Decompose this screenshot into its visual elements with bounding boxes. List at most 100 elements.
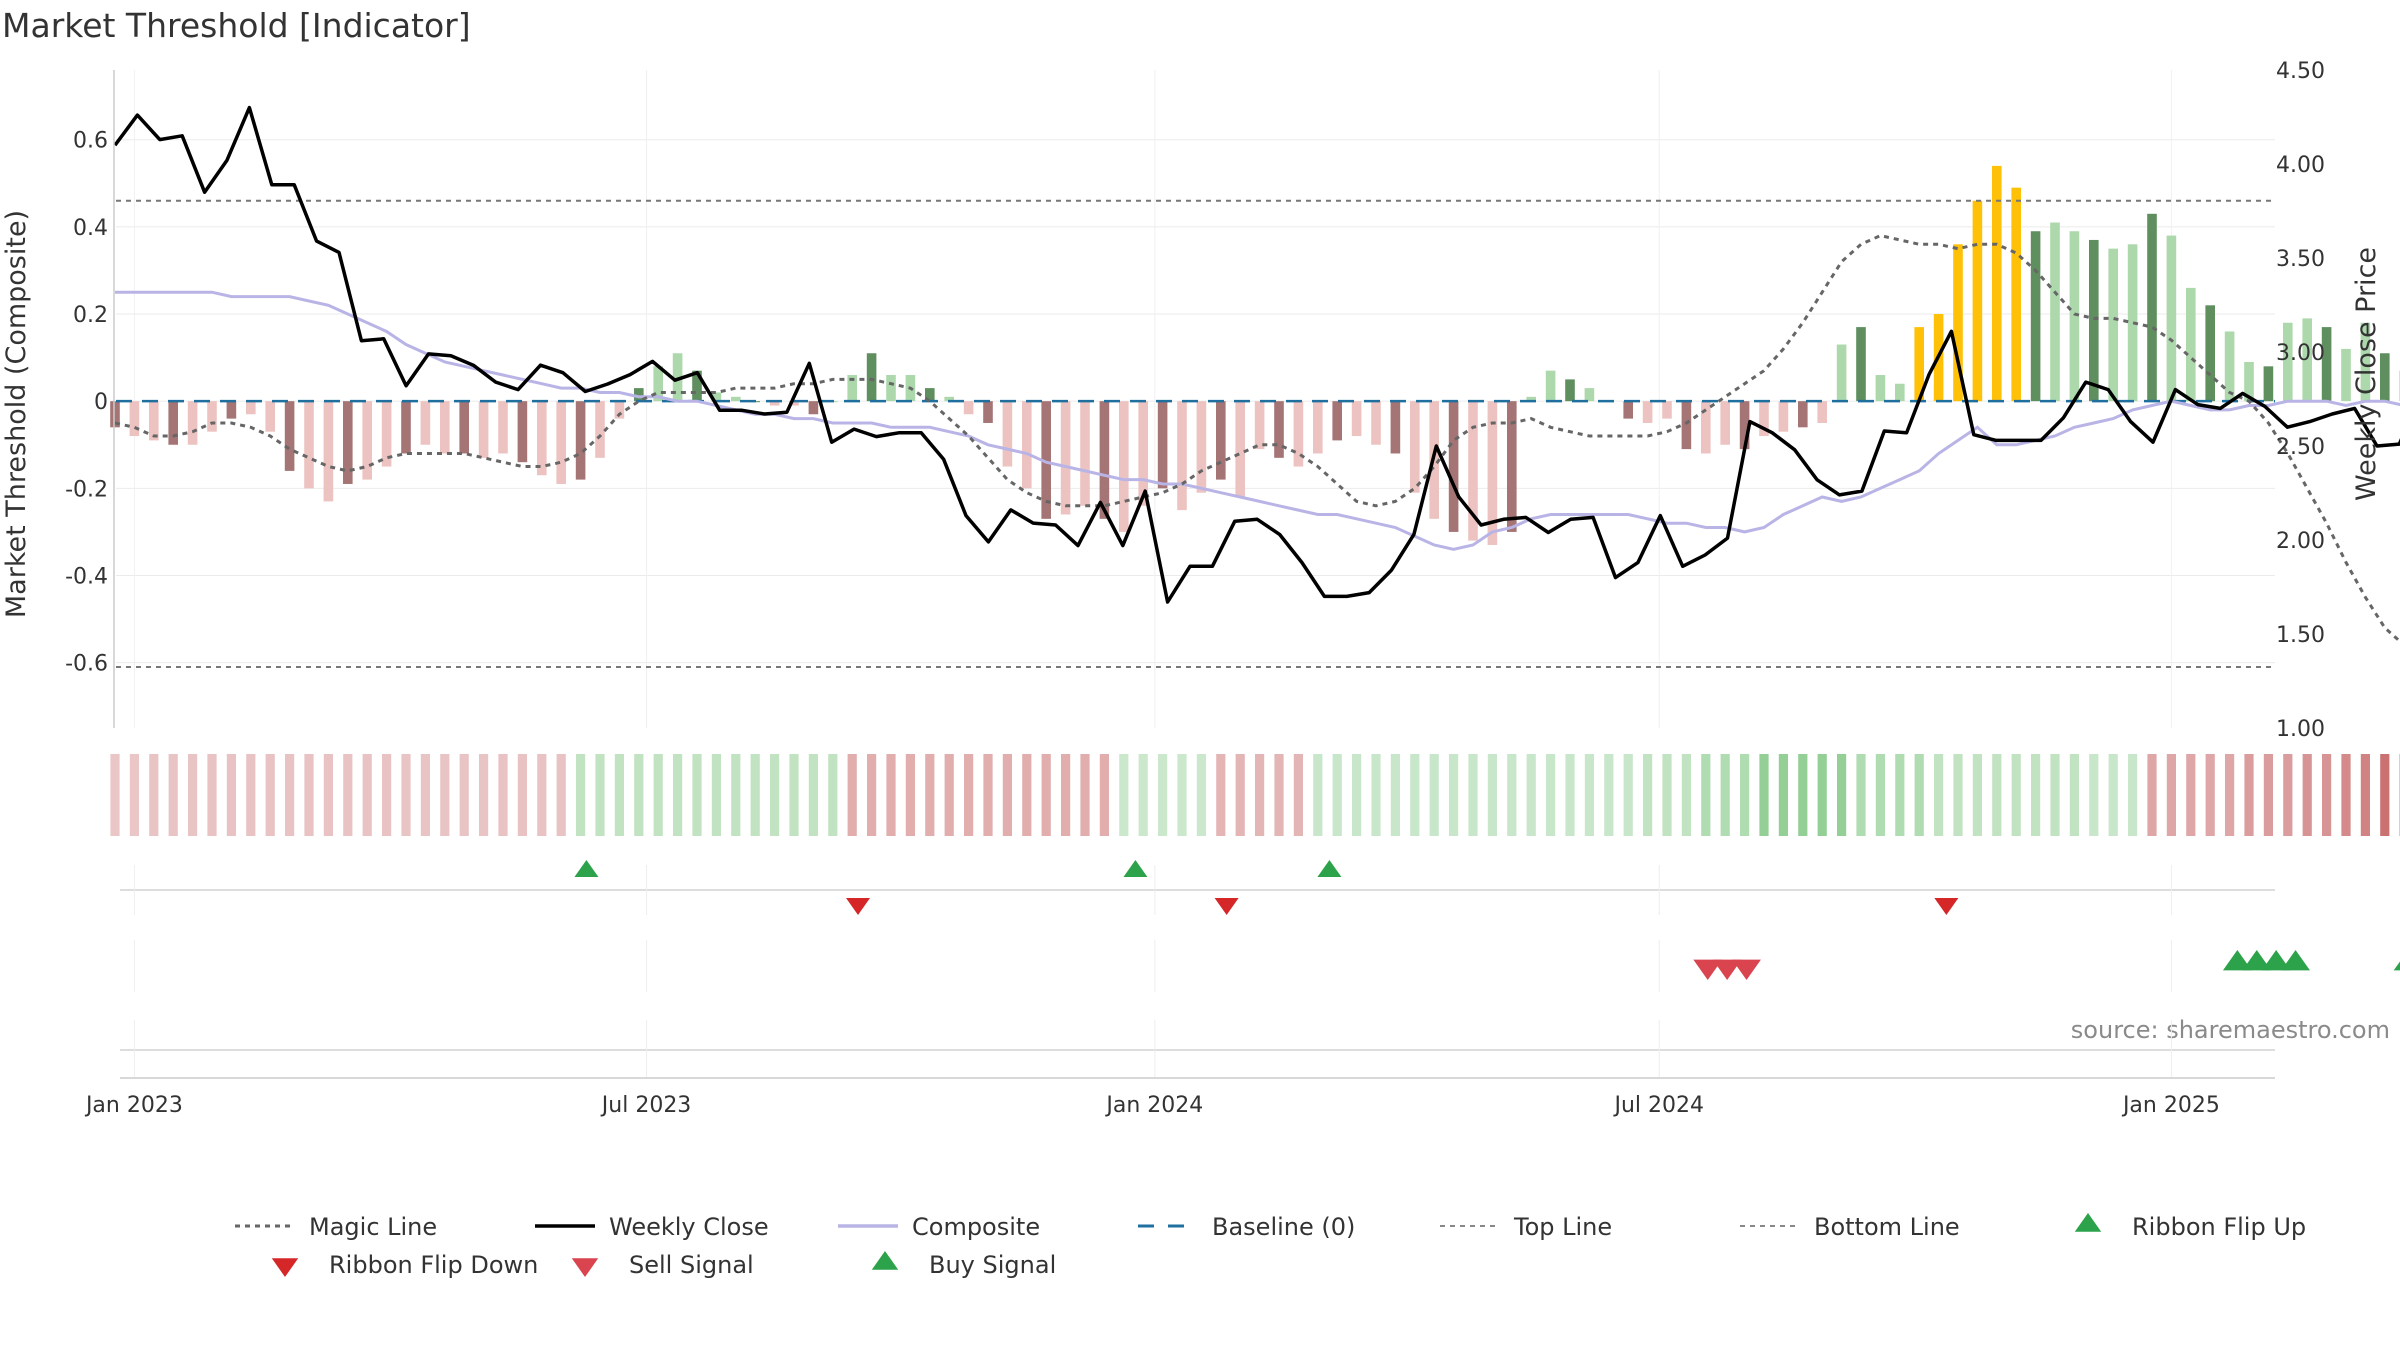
ribbon-cell bbox=[265, 754, 275, 836]
ribbon-cell bbox=[1604, 754, 1614, 836]
ribbon-cell bbox=[576, 754, 586, 836]
legend: Magic Line Weekly Close Composite Baseline … bbox=[235, 1213, 2306, 1279]
composite-bar bbox=[1177, 401, 1187, 511]
composite-bar bbox=[459, 401, 469, 454]
composite-bar bbox=[1642, 401, 1653, 423]
composite-bar bbox=[575, 401, 586, 480]
ribbon-cell bbox=[2031, 754, 2041, 836]
legend-item: Sell Signal bbox=[571, 1251, 754, 1279]
ribbon-cell bbox=[129, 754, 139, 836]
legend-item: Weekly Close bbox=[535, 1213, 769, 1241]
legend-label: Ribbon Flip Up bbox=[2132, 1213, 2306, 1241]
composite-bar bbox=[284, 401, 295, 471]
legend-label: Baseline (0) bbox=[1212, 1213, 1355, 1241]
ribbon-cell bbox=[2011, 754, 2021, 836]
composite-bar bbox=[2360, 322, 2371, 402]
ribbon-cell bbox=[1158, 754, 1168, 836]
composite-bar bbox=[2263, 366, 2274, 402]
ribbon-cell bbox=[285, 754, 295, 836]
y-left-tick-label: -0.4 bbox=[65, 564, 108, 589]
y-right-tick-label: 2.50 bbox=[2276, 435, 2325, 460]
composite-bar bbox=[2089, 239, 2099, 402]
ribbon-cell bbox=[1468, 754, 1478, 836]
legend-swatch bbox=[2074, 1213, 2102, 1232]
ribbon-flip-up-marker bbox=[574, 860, 599, 877]
composite-bar bbox=[478, 401, 489, 458]
ribbon-cell bbox=[944, 754, 954, 836]
composite-bar bbox=[2147, 213, 2157, 402]
ribbon-cell bbox=[1138, 754, 1148, 836]
ribbon-cell bbox=[867, 754, 877, 836]
y-left-tick-label: -0.2 bbox=[65, 477, 108, 502]
composite-bar bbox=[595, 401, 605, 458]
y-left-tick-label: 0.2 bbox=[73, 303, 108, 328]
composite-bar bbox=[1390, 401, 1401, 454]
ribbon-cell bbox=[1875, 754, 1885, 836]
ribbon-cell bbox=[905, 754, 915, 836]
legend-label: Composite bbox=[912, 1213, 1040, 1241]
ribbon-cell bbox=[1255, 754, 1265, 836]
ribbon-flip-down-marker bbox=[846, 898, 871, 915]
x-tick-label: Jan 2023 bbox=[84, 1093, 183, 1118]
composite-line bbox=[115, 290, 2400, 551]
composite-bar bbox=[1953, 244, 1963, 402]
ribbon-cell bbox=[149, 754, 159, 836]
ribbon-cell bbox=[517, 754, 527, 836]
ribbon-cell bbox=[634, 754, 644, 836]
composite-bar bbox=[207, 401, 217, 432]
legend-label: Ribbon Flip Down bbox=[329, 1251, 538, 1279]
x-axis: Jan 2023 Jul 2023 Jan 2024 Jul 2024 Jan 2025… bbox=[84, 1077, 2275, 1118]
ribbon-cell bbox=[1313, 754, 1323, 836]
ribbon-cell bbox=[1565, 754, 1575, 836]
legend-item: Buy Signal bbox=[871, 1251, 1056, 1279]
ribbon-strip bbox=[110, 754, 2400, 836]
ribbon-cell bbox=[2186, 754, 2196, 836]
composite-bar bbox=[1798, 401, 1808, 428]
y-right-axis-title: Weekly Close Price bbox=[2351, 247, 2382, 501]
chart-title: Market Threshold [Indicator] bbox=[2, 6, 471, 45]
legend-label: Sell Signal bbox=[629, 1251, 754, 1279]
composite-bar bbox=[1565, 379, 1575, 402]
ribbon-cell bbox=[401, 754, 411, 836]
ribbon-flip-up-marker bbox=[1317, 860, 1342, 877]
ribbon-cell bbox=[770, 754, 780, 836]
legend-item: Ribbon Flip Down bbox=[271, 1251, 538, 1279]
ribbon-cell bbox=[1002, 754, 1012, 836]
composite-bar bbox=[983, 401, 993, 423]
ribbon-cell bbox=[2166, 754, 2176, 836]
sell-signal-marker bbox=[1732, 959, 1761, 980]
buy-signal-marker bbox=[2261, 950, 2291, 971]
magic-line bbox=[114, 234, 2400, 644]
composite-bar bbox=[2321, 327, 2332, 402]
composite-bar bbox=[1216, 401, 1226, 480]
legend-item: Bottom Line bbox=[1740, 1213, 1960, 1241]
composite-bar bbox=[1002, 401, 1013, 467]
composite-bar bbox=[517, 401, 528, 463]
composite-bar bbox=[1157, 401, 1168, 489]
y-right-tick-label: 4.50 bbox=[2276, 59, 2325, 84]
ribbon-cell bbox=[1914, 754, 1924, 836]
composite-bar bbox=[1662, 401, 1672, 419]
ribbon-cell bbox=[2147, 754, 2157, 836]
ribbon-cell bbox=[1895, 754, 1905, 836]
legend-item: Ribbon Flip Up bbox=[2074, 1213, 2306, 1241]
composite-bar bbox=[1526, 396, 1536, 402]
composite-bar bbox=[1487, 401, 1498, 545]
ribbon-cell bbox=[2263, 754, 2273, 836]
y-left-axis-title: Market Threshold (Composite) bbox=[1, 210, 32, 618]
y-left-tick-label: 0 bbox=[94, 390, 108, 415]
legend-item: Composite bbox=[838, 1213, 1040, 1241]
composite-bar bbox=[1836, 344, 1847, 402]
composite-bar bbox=[1196, 401, 1207, 493]
composite-bar bbox=[1778, 401, 1789, 432]
ribbon-cell bbox=[1041, 754, 1051, 836]
ribbon-cell bbox=[2341, 754, 2351, 836]
ribbon-cell bbox=[692, 754, 702, 836]
ribbon-cell bbox=[595, 754, 605, 836]
ribbon-cell bbox=[1216, 754, 1226, 836]
axes-layer: 0.6 0.4 0.2 0 -0.2 -0.4 -0.6 4.50 4.00 3.50 3.00 2.… bbox=[1, 59, 2382, 742]
ribbon-cell bbox=[2244, 754, 2254, 836]
ribbon-cell bbox=[1061, 754, 1071, 836]
ribbon-cell bbox=[1119, 754, 1129, 836]
